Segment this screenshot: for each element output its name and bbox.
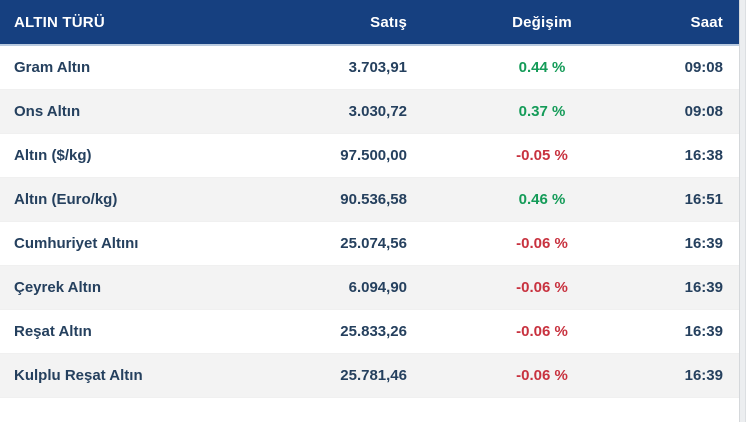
change-cell: -0.06 % (516, 279, 568, 296)
change-cell: -0.06 % (516, 235, 568, 252)
gold-type-cell: Çeyrek Altın (14, 279, 101, 296)
table-row[interactable]: Kulplu Reşat Altın 25.781,46 -0.06 % 16:… (0, 354, 739, 398)
gold-type-cell: Kulplu Reşat Altın (14, 367, 143, 384)
time-cell: 16:39 (684, 279, 723, 296)
time-cell: 16:51 (684, 191, 723, 208)
column-header-change: Değişim (512, 13, 572, 31)
change-cell: -0.05 % (516, 147, 568, 164)
change-cell: 0.44 % (518, 59, 566, 76)
table-row[interactable]: Cumhuriyet Altını 25.074,56 -0.06 % 16:3… (0, 222, 739, 266)
gold-type-cell: Altın (Euro/kg) (14, 191, 118, 208)
gold-type-cell: Reşat Altın (14, 323, 92, 340)
time-cell: 16:38 (684, 147, 723, 164)
change-cell: -0.06 % (516, 323, 568, 340)
time-cell: 09:08 (684, 59, 723, 76)
time-cell: 16:39 (684, 367, 723, 384)
sale-price-cell: 25.074,56 (340, 235, 407, 252)
table-row[interactable]: Çeyrek Altın 6.094,90 -0.06 % 16:39 (0, 266, 739, 310)
gold-type-cell: Altın ($/kg) (14, 147, 92, 164)
vertical-scrollbar[interactable] (739, 0, 746, 422)
table-body: Gram Altın 3.703,91 0.44 % 09:08 Ons Alt… (0, 46, 739, 398)
sale-price-cell: 25.833,26 (340, 323, 407, 340)
sale-price-cell: 97.500,00 (340, 147, 407, 164)
table-row[interactable]: Reşat Altın 25.833,26 -0.06 % 16:39 (0, 310, 739, 354)
sale-price-cell: 25.781,46 (340, 367, 407, 384)
change-cell: 0.37 % (518, 103, 566, 120)
table-row[interactable]: Altın (Euro/kg) 90.536,58 0.46 % 16:51 (0, 178, 739, 222)
gold-type-cell: Ons Altın (14, 103, 81, 120)
table-row[interactable]: Ons Altın 3.030,72 0.37 % 09:08 (0, 90, 739, 134)
gold-type-cell: Cumhuriyet Altını (14, 235, 139, 252)
gold-type-cell: Gram Altın (14, 59, 91, 76)
sale-price-cell: 3.030,72 (348, 103, 407, 120)
sale-price-cell: 6.094,90 (348, 279, 407, 296)
change-cell: 0.46 % (518, 191, 566, 208)
table-row[interactable]: Altın ($/kg) 97.500,00 -0.05 % 16:38 (0, 134, 739, 178)
column-header-sale-price: Satış (370, 13, 407, 31)
table-row[interactable]: Gram Altın 3.703,91 0.44 % 09:08 (0, 46, 739, 90)
column-header-gold-type: ALTIN TÜRÜ (14, 13, 105, 31)
column-header-time: Saat (690, 13, 723, 31)
time-cell: 16:39 (684, 235, 723, 252)
gold-prices-table: ALTIN TÜRÜ Satış Değişim Saat Gram Altın… (0, 0, 739, 398)
sale-price-cell: 3.703,91 (348, 59, 407, 76)
table-header: ALTIN TÜRÜ Satış Değişim Saat (0, 0, 739, 46)
time-cell: 16:39 (684, 323, 723, 340)
sale-price-cell: 90.536,58 (340, 191, 407, 208)
change-cell: -0.06 % (516, 367, 568, 384)
time-cell: 09:08 (684, 103, 723, 120)
